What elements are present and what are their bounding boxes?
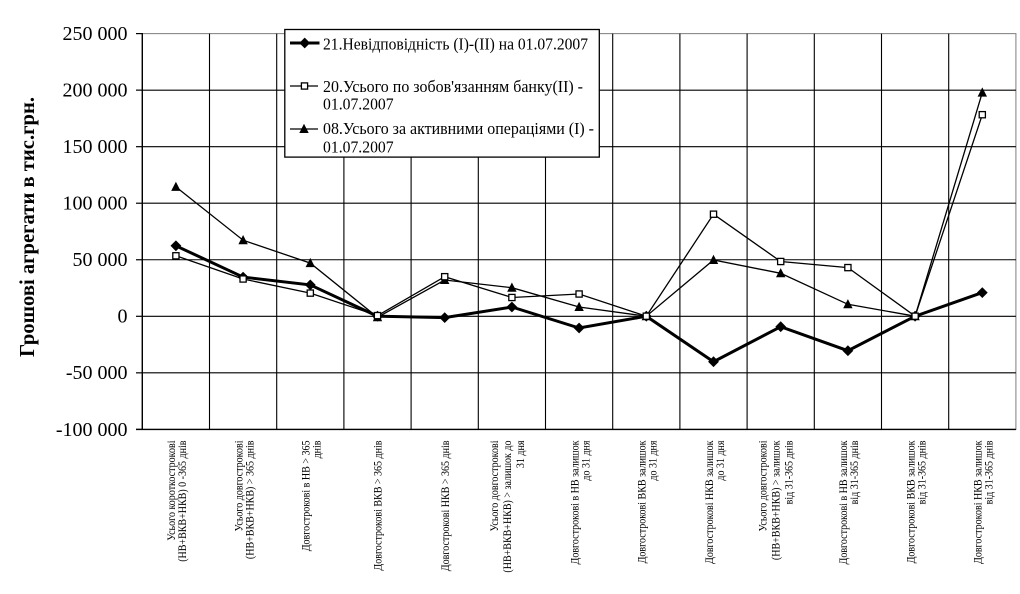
svg-text:до 31 дня: до 31 дня <box>713 440 727 480</box>
svg-text:Грошові агрегати в тис.грн.: Грошові агрегати в тис.грн. <box>15 97 39 357</box>
svg-text:-50 000: -50 000 <box>66 362 128 384</box>
svg-text:Усього довгострокові: Усього довгострокові <box>756 440 770 532</box>
svg-text:днів: днів <box>310 440 324 458</box>
svg-text:Довгострокові в НВ залишок: Довгострокові в НВ залишок <box>567 440 581 564</box>
svg-text:Довгострокові НКВ залишок: Довгострокові НКВ залишок <box>971 440 985 564</box>
svg-text:-100 000: -100 000 <box>56 419 128 441</box>
svg-text:(НВ+ВКВ+НКВ) > залишок до: (НВ+ВКВ+НКВ) > залишок до <box>500 441 514 573</box>
svg-text:01.07.2007: 01.07.2007 <box>323 94 394 113</box>
svg-text:Довгострокові ВКВ залишок: Довгострокові ВКВ залишок <box>903 440 917 563</box>
svg-text:31 дня: 31 дня <box>513 440 527 468</box>
svg-text:до 31 дня: до 31 дня <box>578 440 592 480</box>
svg-text:від 31-365 днів: від 31-365 днів <box>847 440 861 504</box>
svg-text:150 000: 150 000 <box>63 136 128 158</box>
svg-text:до 31 дня: до 31 дня <box>646 440 660 480</box>
svg-text:від 31-365 днів: від 31-365 днів <box>914 440 928 504</box>
svg-text:(НВ+ВКВ+НКВ) > залишок: (НВ+ВКВ+НКВ) > залишок <box>769 440 783 560</box>
svg-text:100 000: 100 000 <box>63 193 128 215</box>
svg-text:Довгострокові НКВ > 365 днів: Довгострокові НКВ > 365 днів <box>438 440 452 571</box>
svg-text:(НВ+ВКВ+НКВ) > 365 днів: (НВ+ВКВ+НКВ) > 365 днів <box>242 440 256 559</box>
svg-text:Довгострокові ВКВ > 365 днів: Довгострокові ВКВ > 365 днів <box>371 440 385 570</box>
svg-text:50 000: 50 000 <box>73 249 128 271</box>
svg-text:Усього довгострокові: Усього довгострокові <box>231 440 245 532</box>
svg-text:Усього короткострокові: Усього короткострокові <box>164 440 178 541</box>
svg-text:21.Невідповідність (І)-(ІІ) на: 21.Невідповідність (І)-(ІІ) на 01.07.200… <box>323 34 588 53</box>
svg-text:від 31-365 днів: від 31-365 днів <box>982 440 996 504</box>
svg-text:Усього довгострокові: Усього довгострокові <box>487 440 501 532</box>
svg-text:0: 0 <box>118 306 128 328</box>
svg-text:20.Усього по зобов'язанням бан: 20.Усього по зобов'язанням банку(ІІ) - <box>323 77 583 96</box>
svg-text:Довгострокові ВКВ залишок: Довгострокові ВКВ залишок <box>635 440 649 563</box>
svg-text:250 000: 250 000 <box>63 23 128 45</box>
svg-text:01.07.2007: 01.07.2007 <box>323 138 394 157</box>
svg-text:Довгострокові в НВ > 365: Довгострокові в НВ > 365 <box>299 441 313 552</box>
svg-text:Довгострокові НКВ залишок: Довгострокові НКВ залишок <box>702 440 716 564</box>
svg-text:200 000: 200 000 <box>63 80 128 102</box>
svg-text:Довгострокові в НВ залишок: Довгострокові в НВ залишок <box>836 440 850 564</box>
svg-text:(НВ+ВКВ+НКВ) 0 -365 днів: (НВ+ВКВ+НКВ) 0 -365 днів <box>175 440 189 562</box>
svg-text:08.Усього за активними операці: 08.Усього за активними операціями (І) - <box>323 119 594 138</box>
svg-text:від 31-365 днів: від 31-365 днів <box>782 440 796 504</box>
